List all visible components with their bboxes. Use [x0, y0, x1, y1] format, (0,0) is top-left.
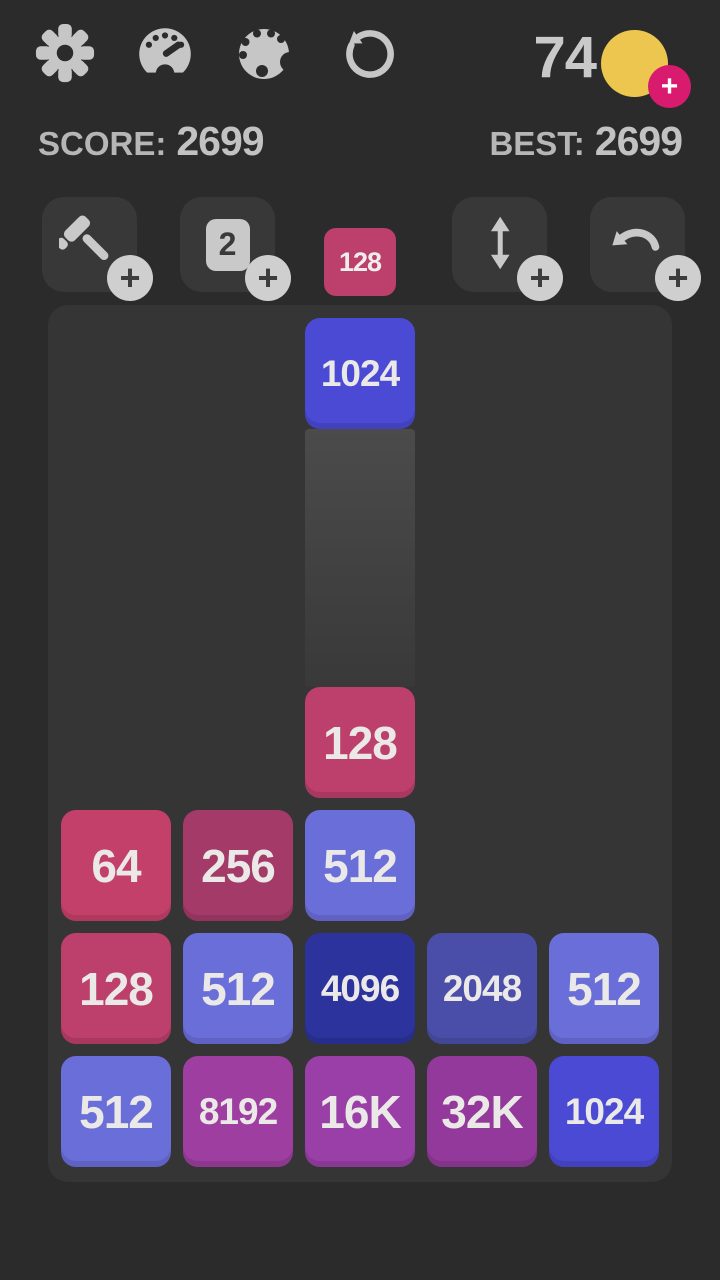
tile-512: 512: [305, 810, 415, 921]
best-value: 2699: [594, 118, 683, 164]
score-label: SCORE:: [38, 125, 167, 162]
tile-4096: 4096: [305, 933, 415, 1044]
next-tile-preview: 128: [324, 228, 396, 296]
tile-2048: 2048: [427, 933, 537, 1044]
hammer-icon: [55, 212, 121, 277]
drop-trail: [305, 429, 415, 687]
add-coins-button[interactable]: +: [648, 65, 691, 108]
restart-icon: [340, 30, 400, 87]
tile-1024: 1024: [305, 318, 415, 429]
undo-powerup-button[interactable]: +: [590, 197, 701, 301]
gear-icon: [34, 23, 96, 87]
plus-badge-icon: +: [107, 255, 153, 301]
tile-512: 512: [61, 1056, 171, 1167]
palette-icon: [232, 29, 300, 89]
tile-16K: 16K: [305, 1056, 415, 1167]
tile-1024: 1024: [549, 1056, 659, 1167]
swap-powerup-button[interactable]: +: [452, 197, 563, 301]
up-down-arrows-icon: [471, 214, 529, 275]
best-score-display: BEST: 2699: [489, 118, 683, 165]
plus-badge-icon: +: [517, 255, 563, 301]
hammer-powerup-button[interactable]: +: [42, 197, 153, 301]
tile-512: 512: [183, 933, 293, 1044]
tile-128: 128: [61, 933, 171, 1044]
coin-count: 74: [533, 25, 597, 90]
best-label: BEST:: [489, 125, 585, 162]
theme-button[interactable]: [232, 22, 300, 89]
score-value: 2699: [176, 118, 264, 164]
tile-256: 256: [183, 810, 293, 921]
tile-128: 128: [305, 687, 415, 798]
tile-64: 64: [61, 810, 171, 921]
plus-badge-icon: +: [245, 255, 291, 301]
tile-32K: 32K: [427, 1056, 537, 1167]
plus-icon: +: [660, 69, 679, 103]
tile-512: 512: [549, 933, 659, 1044]
game-board[interactable]: 1024 128 64 256 512 128 512 4096 2048 512 512 8192 1…: [48, 305, 672, 1182]
speedometer-icon: [132, 28, 198, 89]
undo-arrow-icon: [607, 212, 669, 277]
tile-8192: 8192: [183, 1056, 293, 1167]
small-tile-icon: 2: [205, 218, 250, 271]
plus-badge-icon: +: [655, 255, 701, 301]
speed-button[interactable]: [132, 20, 198, 86]
score-display: SCORE: 2699: [38, 118, 265, 165]
settings-button[interactable]: [34, 22, 96, 84]
small-tile-powerup-button[interactable]: 2 +: [180, 197, 291, 301]
restart-button[interactable]: [340, 24, 400, 84]
